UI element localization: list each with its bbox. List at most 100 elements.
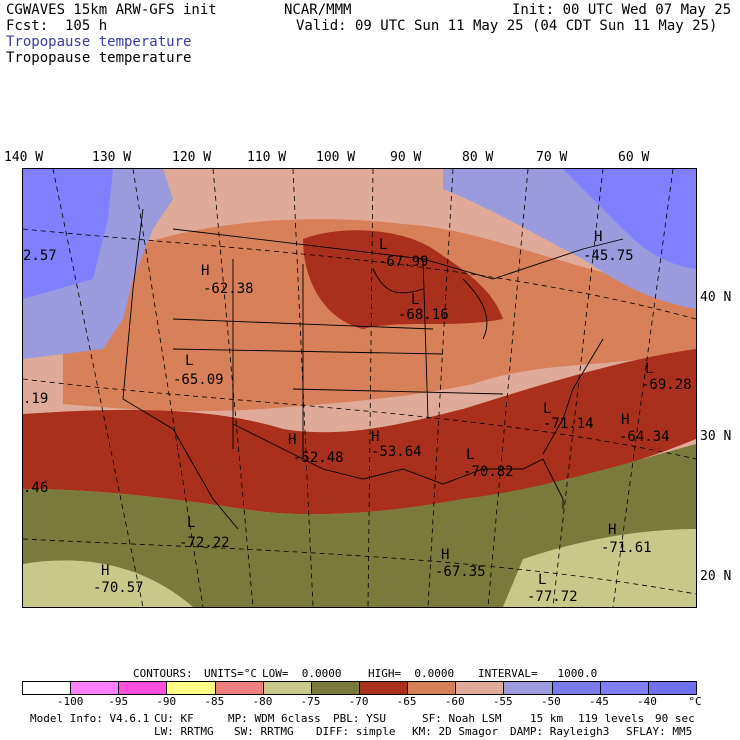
sf-info: SF: Noah LSM [422,712,502,725]
high-marker: H [608,522,616,538]
high-marker: H [371,429,379,445]
map-value-label: .46 [23,480,48,496]
low-marker: L [645,361,653,377]
color-bar-swatch [215,682,264,694]
map-value-label: -64.34 [619,429,670,445]
interval-label: INTERVAL= 1000.0 [478,667,598,680]
color-bar-swatch [167,682,216,694]
color-bar [22,681,697,695]
model-info: Model Info: V4.6.1 [30,712,150,725]
units-label: UNITS=°C [204,667,257,680]
map-value-label: -69.28 [641,377,692,393]
map-value-label: -67.99 [378,254,429,270]
map-value-label: -65.09 [173,372,224,388]
color-bar-swatch [71,682,120,694]
color-bar-swatch [311,682,360,694]
sw-info: SW: RRTMG [234,725,294,738]
low-marker: L [466,447,474,463]
lon-label: 80 W [462,150,494,165]
color-bar-swatch [408,682,457,694]
low-marker: L [379,237,387,253]
map-value-label: -45.75 [583,248,634,264]
forecast-hour: Fcst: 105 h [6,18,108,34]
map-value-label: -52.48 [293,450,344,466]
color-bar-tick-label: -40 [637,695,657,708]
color-bar-swatch [263,682,312,694]
color-bar-swatch [648,682,696,694]
color-bar-tick-label: -60 [444,695,465,708]
lon-label: 110 W [247,150,287,165]
lat-lon-grid [23,169,696,607]
shade-khaki-sw [23,560,193,607]
color-bar-swatch [504,682,553,694]
map-value-label: .19 [23,391,48,407]
high-marker: H [101,563,109,579]
high-marker: H [201,263,209,279]
high-marker: H [594,229,602,245]
color-bar-swatch [600,682,649,694]
map-value-label: -68.16 [398,307,449,323]
field-title-2: Tropopause temperature [6,50,192,66]
map-value-label: -77.72 [527,589,578,605]
lon-label: 60 W [618,150,650,165]
color-bar-tick-label: °C [688,695,702,708]
map-value-label: -53.64 [371,444,422,460]
color-bar-tick-label: -45 [588,695,609,708]
valid-time: Valid: 09 UTC Sun 11 May 25 (04 CDT Sun … [296,18,718,34]
low-marker: L [187,515,195,531]
high-marker: H [288,432,296,448]
org-label: NCAR/MMM [284,2,352,18]
tropopause-temperature-map: 2.57 .19 .46 H -62.38 L -65.09 H -52.48 … [22,168,697,608]
shade-red-south [23,349,696,515]
map-value-label: -71.61 [601,540,652,556]
color-bar-tick-label: -80 [252,695,273,708]
lon-label: 120 W [172,150,212,165]
lon-label: 140 W [4,150,44,165]
color-bar-swatch [119,682,168,694]
lat-label: 40 N [700,290,732,305]
lw-info: LW: RRTMG [154,725,214,738]
lon-label: 90 W [390,150,422,165]
color-bar-swatch [23,682,72,694]
color-bar-swatch [552,682,601,694]
sflay-info: SFLAY: MM5 [626,725,693,738]
color-bar-swatch [359,682,409,694]
damp-info: DAMP: Rayleigh3 [510,725,610,738]
map-value-label: -72.22 [179,535,230,551]
color-bar-tick-label: -85 [204,695,225,708]
low-marker: L [543,401,551,417]
cu-info: CU: KF [154,712,194,725]
lat-label: 30 N [700,429,732,444]
map-value-label: -62.38 [203,281,254,297]
color-bar-tick-label: -90 [156,695,177,708]
lon-label: 100 W [316,150,356,165]
lon-label: 70 W [536,150,568,165]
diff-info: DIFF: simple [316,725,396,738]
color-bar-tick-label: -55 [492,695,513,708]
map-value-label: -71.14 [543,416,594,432]
mp-info: MP: WDM 6class [228,712,321,725]
low-marker: L [538,572,546,588]
map-value-label: 2.57 [23,248,57,264]
km-info: KM: 2D Smagor [412,725,499,738]
timestep-info: 90 sec [655,712,695,725]
low-marker: L [411,292,419,308]
levels-info: 119 levels [578,712,645,725]
map-value-label: -70.82 [463,464,514,480]
color-bar-tick-label: -70 [348,695,369,708]
color-bar-tick-label: -100 [56,695,84,708]
high-marker: H [621,412,629,428]
shade-khaki-se [503,529,696,607]
high-marker: H [441,547,449,563]
shade-blue-nw [23,169,113,299]
color-bar-tick-label: -95 [108,695,129,708]
low-label: LOW= 0.0000 [262,667,342,680]
shade-red-north [303,230,503,329]
color-bar-swatch [456,682,505,694]
map-value-label: -67.35 [435,564,486,580]
lon-label: 130 W [92,150,132,165]
resolution-info: 15 km [530,712,564,725]
pbl-info: PBL: YSU [333,712,386,725]
color-bar-tick-label: -75 [300,695,321,708]
contours-label: CONTOURS: [133,667,193,680]
